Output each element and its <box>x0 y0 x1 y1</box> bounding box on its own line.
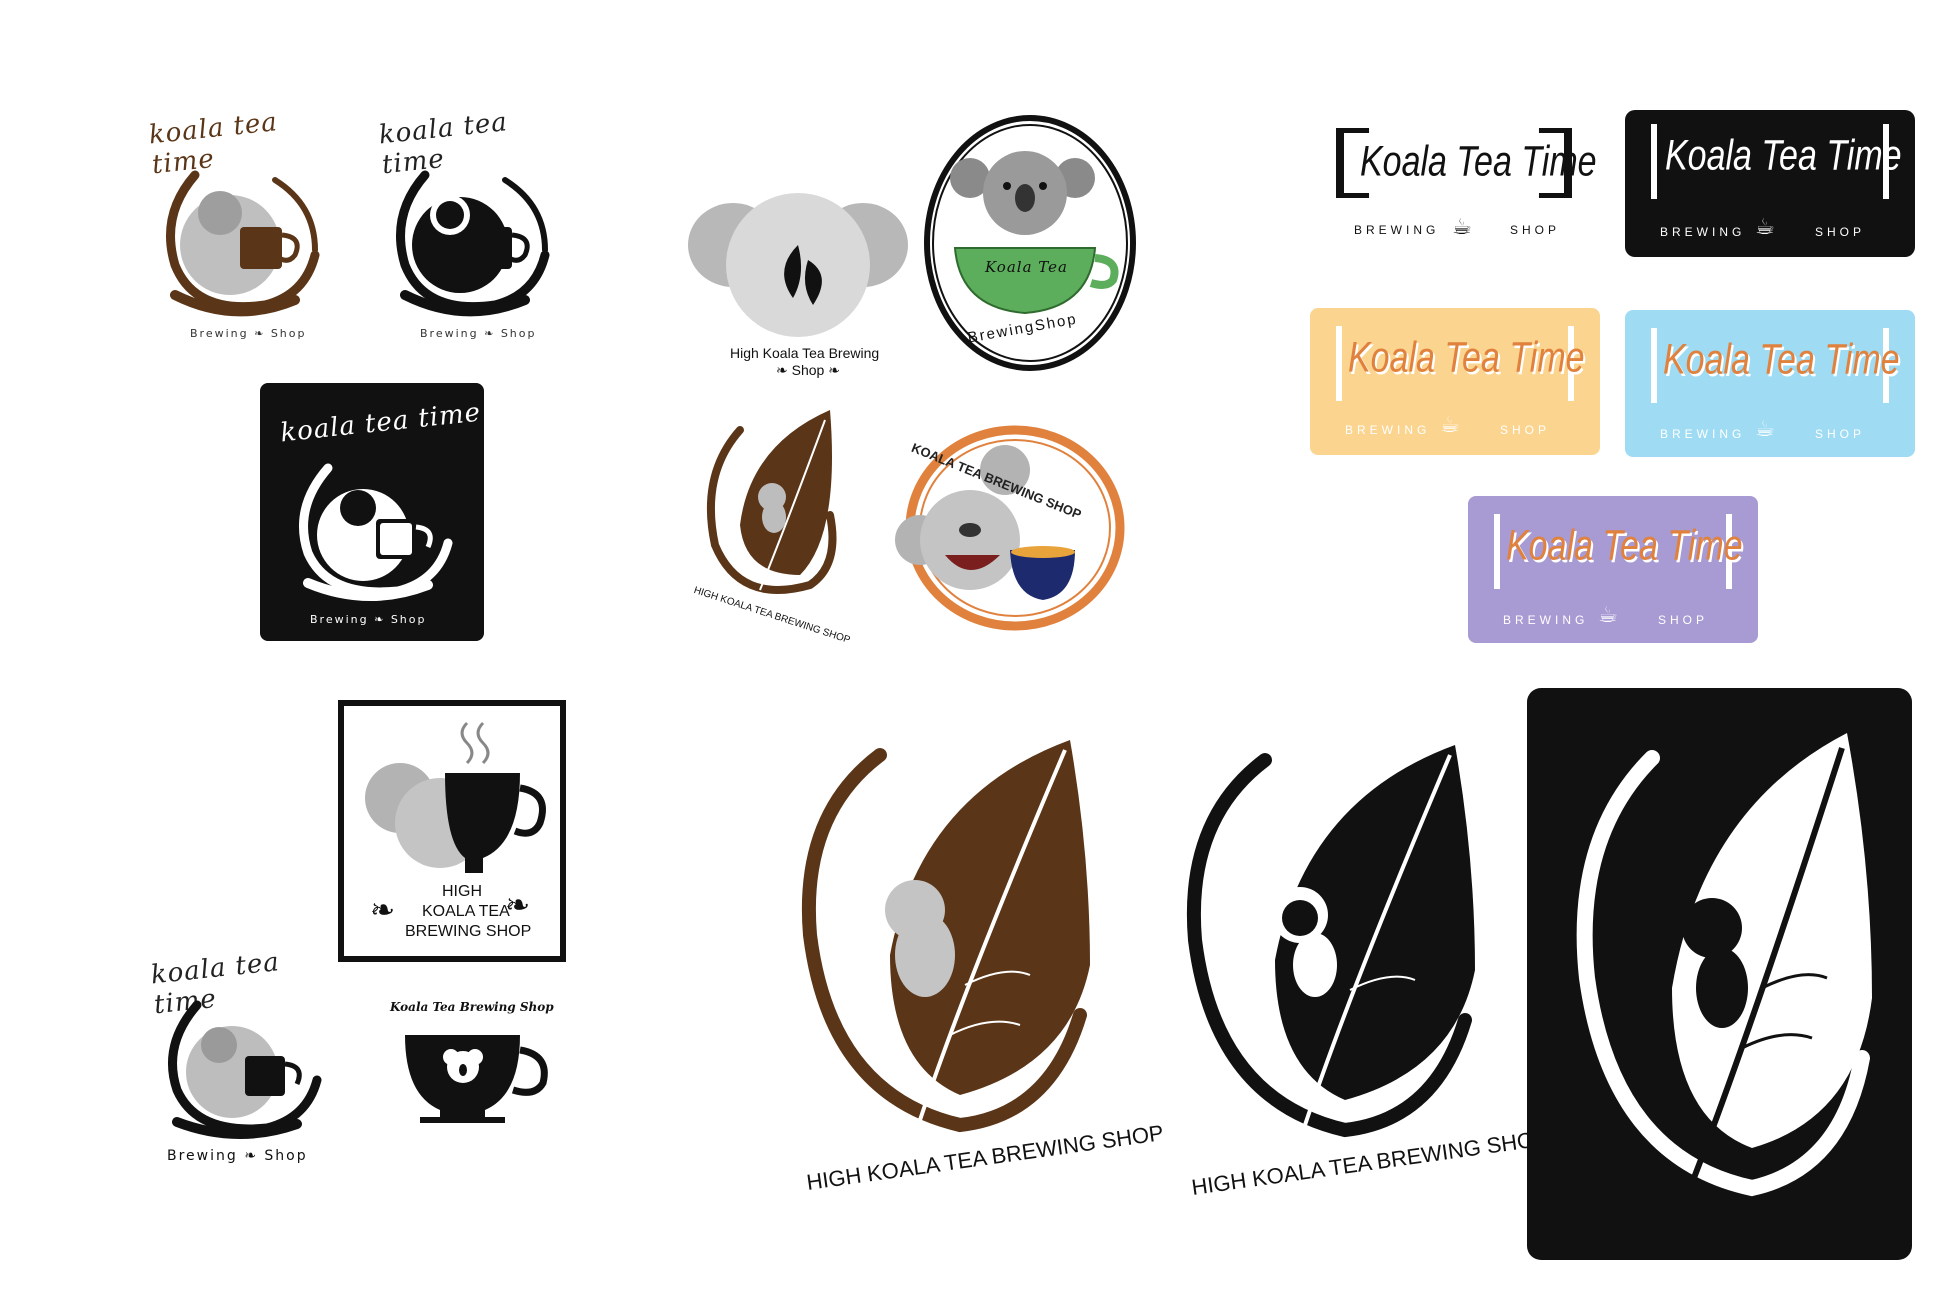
frame-bracket <box>1336 326 1574 401</box>
caption-line2: ❧ Shop ❧ <box>776 362 840 379</box>
koala-leaf-brown-large-mark <box>801 740 1090 1133</box>
logo-koala-tea-time-blue-card: Koala Tea Time BREWING ☕ SHOP <box>1625 310 1915 457</box>
koala-head-leaf-mark <box>688 193 908 337</box>
frame-bracket <box>1651 328 1889 403</box>
leaf-icon: ❧ <box>776 362 788 378</box>
tag-brewing: Brewing <box>310 613 369 626</box>
tag-brewing: Brewing <box>190 327 249 340</box>
logo-koala-tea-time-black: koala tea time Brewing ❧ Shop <box>377 107 580 350</box>
koala-cup-steam-mark <box>365 721 546 873</box>
tag-shop: Shop <box>270 327 307 340</box>
logo-koala-tea-time-dark-card: koala tea time Brewing ❧ Shop <box>260 383 484 641</box>
caption-line1: High Koala Tea Brewing <box>730 345 880 361</box>
sub-shop: SHOP <box>1815 225 1866 239</box>
tag-shop: Shop <box>500 327 537 340</box>
koala-leaf-black-large-mark <box>1186 745 1475 1138</box>
sub-shop: SHOP <box>1658 613 1709 627</box>
tagline: Brewing ❧ Shop <box>167 1148 308 1164</box>
logo-title: Koala Tea Time <box>1506 522 1743 570</box>
logo-high-koala-leaf-black-large: HIGH KOALA TEA BREWING SHOP <box>1175 740 1550 1210</box>
koala-green-cup-mark <box>924 115 1136 371</box>
logo-title: Koala Tea Time <box>1663 336 1900 384</box>
logo-title: Koala Tea Time <box>1665 132 1902 180</box>
tag-brewing: Brewing <box>167 1148 238 1164</box>
tag-shop: Shop <box>390 613 427 626</box>
square-frame <box>338 700 566 962</box>
tagline: Brewing ❧ Shop <box>310 613 427 626</box>
tag-shop: Shop <box>264 1148 308 1164</box>
logo-high-koala-leaf-small: HIGH KOALA TEA BREWING SHOP <box>690 405 851 646</box>
logo-koala-tea-time-frame-white: Koala Tea Time BREWING ☕ SHOP <box>1330 120 1597 240</box>
sub-brewing: BREWING <box>1345 423 1431 437</box>
logo-title: koala tea time <box>278 397 483 449</box>
sub-brewing: BREWING <box>1503 613 1589 627</box>
frame-bracket <box>1651 124 1889 199</box>
leaf-icon: ❧ <box>484 327 496 340</box>
logo-koala-tea-teacup: Koala Tea Brewing Shop <box>385 1000 555 1140</box>
sub-shop: SHOP <box>1815 427 1866 441</box>
caption-shop: Shop <box>791 362 825 378</box>
logo-koala-tea-time-brown: koala tea time Brewing ❧ Shop <box>147 107 350 350</box>
sub-brewing: BREWING <box>1660 225 1746 239</box>
sub-shop: SHOP <box>1500 423 1551 437</box>
logo-high-koala-leaf-brown-large: HIGH KOALA TEA BREWING SHOP <box>790 735 1165 1205</box>
koala-hug-cup-white-mark <box>299 463 453 601</box>
koala-hug-cup-brown-mark <box>166 170 320 317</box>
cup-icon: ☕ <box>1755 215 1775 240</box>
leaf-icon: ❧ <box>244 1148 258 1164</box>
leaf-icon: ❧ <box>254 327 266 340</box>
leaf-icon: ❧ <box>370 893 396 928</box>
sub-brewing: BREWING <box>1660 427 1746 441</box>
leaf-icon: ❧ <box>828 362 840 378</box>
logo-high-koala-square: HIGH KOALA TEA BREWING SHOP ❧ ❧ <box>330 698 570 970</box>
cup-icon: ☕ <box>1440 413 1460 438</box>
logo-koala-tea-time-black-card: Koala Tea Time BREWING ☕ SHOP <box>1625 110 1915 257</box>
sub-shop: SHOP <box>1510 223 1561 237</box>
frame-bracket <box>1494 514 1732 589</box>
cup-icon: ☕ <box>1452 215 1472 240</box>
logo-koala-tea-time-yellow-card: Koala Tea Time BREWING ☕ SHOP <box>1310 308 1600 455</box>
logo-koala-tea-time-gray: koala tea time Brewing ❧ Shop <box>149 947 352 1175</box>
koala-hug-cup-gray-mark <box>168 1000 322 1139</box>
logo-high-koala-leaf-white-on-black <box>1527 688 1912 1260</box>
teacup-koala-mark <box>405 1035 548 1123</box>
koala-leaf-white-large-mark <box>1576 733 1872 1197</box>
leaf-icon: ❧ <box>505 888 531 923</box>
teacup-title: Koala Tea Brewing Shop <box>390 1000 554 1014</box>
tagline: Brewing ❧ Shop <box>420 327 537 340</box>
logo-koala-tea-time-purple-card: Koala Tea Time BREWING ☕ SHOP <box>1468 496 1758 643</box>
square-line1: HIGH <box>442 883 482 900</box>
cup-label: Koala Tea <box>985 258 1068 276</box>
square-line2: KOALA TEA <box>422 903 510 920</box>
logo-title: Koala Tea Time <box>1348 334 1585 382</box>
koala-leaf-brown-mark <box>706 410 837 594</box>
koala-hug-cup-black-mark <box>396 170 550 317</box>
sub-brewing: BREWING <box>1354 223 1440 237</box>
tag-brewing: Brewing <box>420 327 479 340</box>
logo-title: Koala Tea Time <box>1360 138 1597 186</box>
logo-high-koala-gray-circle: High Koala Tea Brewing ❧ Shop ❧ <box>688 180 908 385</box>
logo-high-koala-green-cup: Koala Tea BrewingShop <box>915 108 1145 378</box>
cup-icon: ☕ <box>1598 603 1618 628</box>
laughing-koala-cup-mark <box>895 425 1125 631</box>
square-line3: BREWING SHOP <box>405 923 532 940</box>
leaf-icon: ❧ <box>374 613 386 626</box>
logo-koala-tea-orange-ring: KOALA TEA BREWING SHOP <box>885 420 1130 640</box>
tagline: Brewing ❧ Shop <box>190 327 307 340</box>
cup-icon: ☕ <box>1755 417 1775 442</box>
